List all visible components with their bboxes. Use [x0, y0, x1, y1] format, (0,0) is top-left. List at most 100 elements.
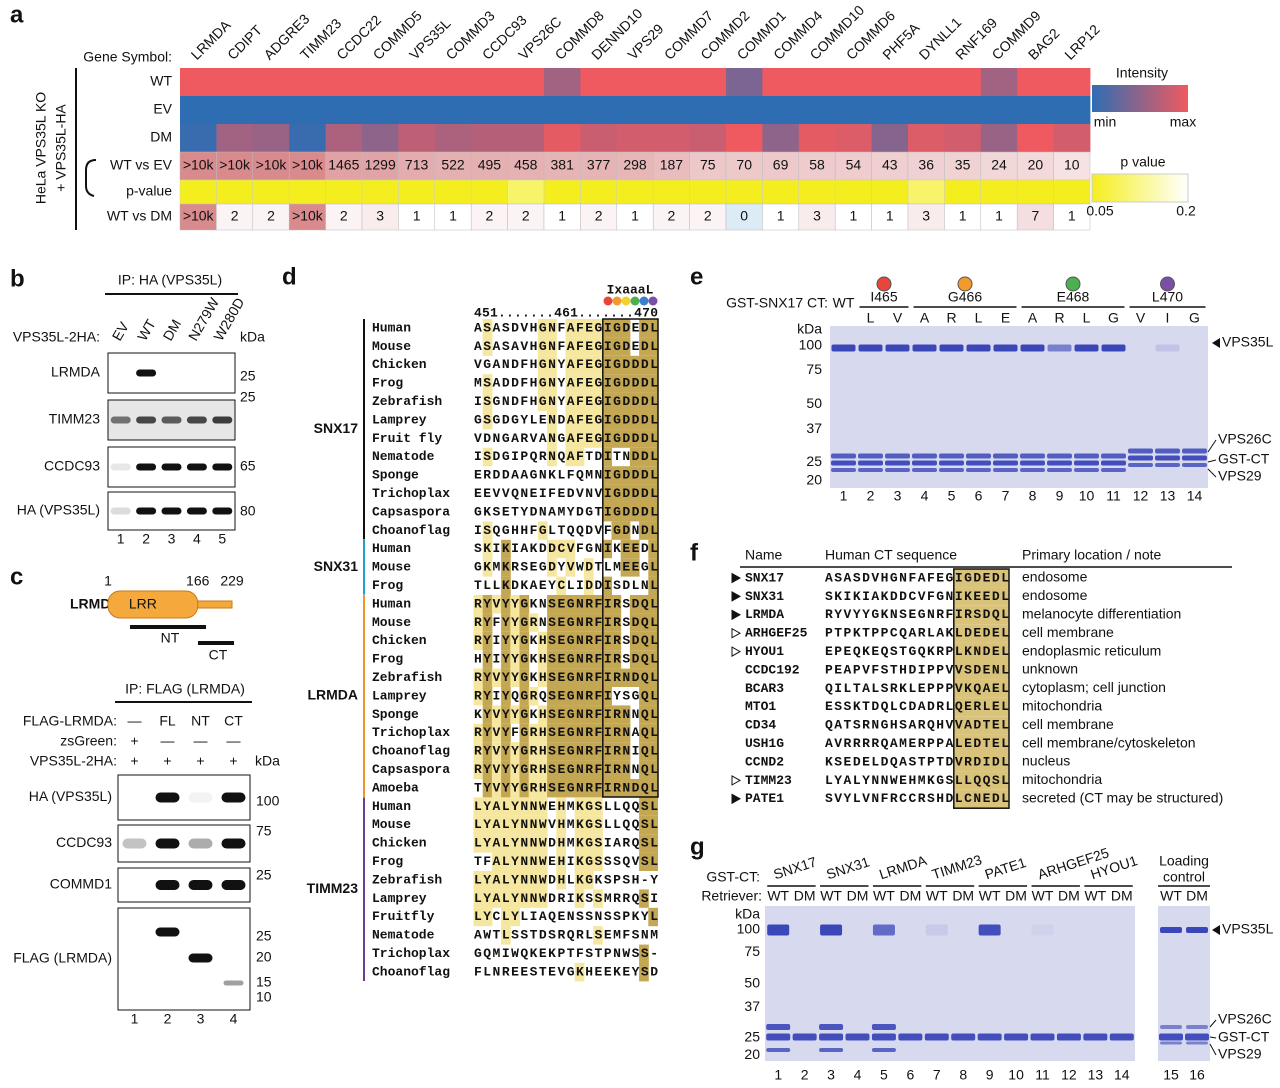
blot: [117, 907, 251, 1011]
residue-highlight: [547, 613, 557, 632]
cell: [652, 203, 690, 231]
band: [221, 838, 246, 849]
residue-highlight: [519, 797, 530, 816]
residue-highlight: [565, 429, 576, 448]
sequence: RYIYQGRQSEGNRFIYSGQL: [474, 688, 658, 703]
residue-highlight: [565, 374, 576, 393]
motif-fill: [953, 697, 1009, 717]
band: [939, 344, 964, 352]
band: [977, 1033, 1002, 1041]
residue-highlight: [491, 797, 502, 816]
residue-highlight: [556, 834, 566, 853]
residue-highlight: [629, 613, 640, 632]
residue-highlight: [482, 392, 493, 411]
band: [212, 507, 233, 515]
construct-label: SNX31: [824, 853, 871, 882]
band-label: GST-CT: [1218, 1029, 1270, 1045]
kda-marker: 50: [806, 395, 822, 411]
residue-highlight: [648, 429, 658, 448]
heatmap-cell: [507, 96, 545, 124]
condition-label: DM: [899, 888, 921, 904]
cell: [179, 203, 217, 231]
heatmap-cell: [361, 179, 399, 205]
lane-number: 3: [894, 488, 902, 504]
residue-highlight: [519, 668, 530, 687]
condition-value: +: [130, 733, 138, 749]
cell-value: 0: [740, 208, 748, 224]
lane-label: WT: [833, 295, 855, 311]
cell-value: 69: [773, 157, 789, 173]
residue-highlight: [620, 319, 631, 338]
blot-label: TIMM23: [49, 411, 101, 427]
band: [188, 792, 213, 803]
cell: [325, 203, 363, 231]
residue-highlight: [537, 871, 548, 890]
residue-highlight: [620, 503, 631, 522]
heatmap-cell: [362, 124, 399, 152]
cell-value: >10k: [183, 208, 215, 224]
condition-value: +: [163, 753, 171, 769]
row-label: DM: [150, 129, 172, 145]
residue-highlight: [629, 447, 640, 467]
residue-highlight: [602, 392, 612, 411]
band: [766, 1033, 791, 1041]
residue-highlight: [473, 871, 484, 890]
legend-title: Intensity: [1116, 65, 1168, 81]
residue-highlight: [565, 411, 576, 430]
heatmap-cell: [216, 96, 254, 124]
condition-label: WT: [767, 888, 789, 904]
residue-highlight: [648, 466, 658, 485]
kda-marker: 65: [240, 458, 256, 474]
kda-marker: 25: [806, 453, 822, 469]
kda-marker: 100: [737, 921, 761, 937]
species: Fruitfly: [372, 909, 435, 924]
site-dot: [1065, 276, 1081, 292]
band: [1004, 1033, 1029, 1041]
gene-name: PATE1: [745, 791, 784, 806]
lane-number: 11: [1106, 488, 1121, 504]
species: Nematode: [372, 449, 435, 464]
residue-highlight: [473, 742, 484, 761]
sequence: RYVYYGKNSEGNRFIRSDQL: [825, 607, 1009, 622]
cell: [507, 203, 545, 231]
residue-highlight: [482, 374, 493, 393]
row-label: FLAG-LRMDA:: [23, 713, 117, 729]
band: [136, 507, 157, 515]
residue-highlight: [510, 705, 520, 724]
residue-highlight: [583, 576, 594, 595]
legend-label: min: [1094, 114, 1117, 130]
side-label: + VPS35L-HA: [53, 104, 69, 192]
band: [110, 463, 131, 471]
species: Human: [372, 596, 411, 611]
residue-highlight: [501, 539, 511, 559]
kda-marker: 75: [806, 361, 822, 377]
condition-value: NT: [191, 713, 210, 729]
residue-highlight: [639, 613, 649, 632]
cell: [871, 203, 909, 231]
band: [1186, 1025, 1208, 1029]
band: [1128, 463, 1153, 467]
heatmap-cell: [980, 179, 1018, 205]
leader: [1207, 459, 1217, 463]
residue-highlight: [639, 484, 649, 503]
band: [1047, 468, 1072, 472]
residue-highlight: [574, 631, 585, 651]
residue-highlight: [639, 447, 649, 467]
residue-highlight: [482, 650, 493, 669]
heatmap-cell: [908, 96, 945, 124]
heatmap-cell: [1053, 179, 1091, 205]
motif-fill: [953, 605, 1009, 625]
heatmap-cell: [616, 179, 654, 205]
species: Mouse: [372, 560, 411, 575]
band: [1074, 460, 1099, 466]
kda-label: kDa: [735, 906, 760, 922]
heatmap-cell: [653, 68, 690, 96]
heatmap-cell: [471, 68, 508, 96]
row-label: WT vs DM: [107, 208, 172, 224]
cell: [288, 151, 326, 181]
lane-number: 3: [827, 1067, 835, 1083]
residue-highlight: [537, 815, 548, 835]
band: [1182, 463, 1207, 467]
cell-value: 1: [413, 208, 421, 224]
residue-highlight: [537, 337, 548, 356]
